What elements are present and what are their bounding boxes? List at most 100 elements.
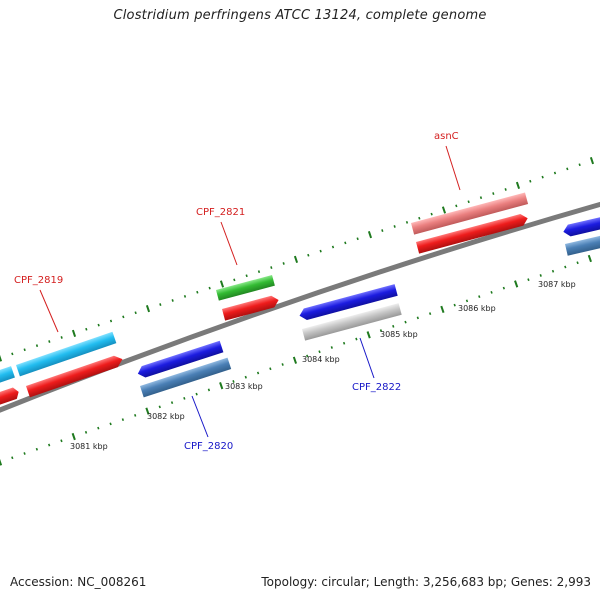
gene-red-forward-left[interactable] xyxy=(0,386,21,406)
upper-minor-tick xyxy=(405,220,409,224)
genome-summary-text: Topology: circular; Length: 3,256,683 bp… xyxy=(261,575,591,589)
lower-minor-tick xyxy=(97,426,100,430)
upper-major-tick xyxy=(441,206,447,214)
lower-minor-tick xyxy=(244,375,247,379)
upper-major-tick xyxy=(589,157,595,165)
lower-minor-tick xyxy=(392,324,395,328)
lower-major-tick xyxy=(514,280,519,288)
upper-minor-tick xyxy=(541,175,544,179)
callout-cpf2822 xyxy=(359,337,375,379)
gene-red-forward-1[interactable] xyxy=(26,353,124,398)
lower-minor-tick xyxy=(195,392,198,396)
scale-label-3084: 3084 kbp xyxy=(302,355,340,364)
upper-minor-tick xyxy=(553,171,557,175)
upper-minor-tick xyxy=(418,216,421,220)
lower-major-tick xyxy=(440,305,445,314)
callout-cpf2821 xyxy=(220,221,238,266)
label-cpf2821: CPF_2821 xyxy=(196,207,245,218)
upper-minor-tick xyxy=(11,352,14,356)
lower-minor-tick xyxy=(551,269,555,273)
upper-minor-tick xyxy=(23,348,26,352)
upper-minor-tick xyxy=(566,167,569,171)
upper-minor-tick xyxy=(529,179,532,183)
lower-minor-tick xyxy=(183,397,186,400)
lower-minor-tick xyxy=(330,346,333,349)
upper-minor-tick xyxy=(307,253,310,257)
upper-minor-tick xyxy=(578,163,581,167)
upper-major-tick xyxy=(145,305,151,313)
gene-asnc-forward[interactable] xyxy=(411,192,529,235)
lower-tick-row xyxy=(0,254,592,466)
scale-label-3086: 3086 kbp xyxy=(458,304,496,313)
gene-cpf2819-forward-left[interactable] xyxy=(0,366,15,384)
gene-red-forward-3[interactable] xyxy=(416,212,529,254)
scale-label-3081: 3081 kbp xyxy=(70,442,108,451)
callout-cpf2819 xyxy=(39,289,59,333)
upper-major-tick xyxy=(71,329,77,337)
gene-blue-reverse-1[interactable] xyxy=(136,340,224,380)
gene-blue-reverse-2[interactable] xyxy=(298,284,398,321)
scale-label-3083: 3083 kbp xyxy=(225,382,263,391)
upper-minor-tick xyxy=(381,229,384,232)
lower-minor-tick xyxy=(318,350,321,354)
upper-minor-tick xyxy=(319,249,322,253)
upper-minor-tick xyxy=(122,315,125,319)
upper-minor-tick xyxy=(48,340,51,343)
lower-minor-tick xyxy=(48,443,51,447)
lower-major-tick xyxy=(219,382,224,390)
lower-minor-tick xyxy=(404,320,407,324)
upper-minor-tick xyxy=(134,311,137,315)
upper-minor-tick xyxy=(183,294,187,298)
lower-minor-tick xyxy=(342,341,346,345)
gene-steel-reverse-3[interactable] xyxy=(565,230,600,256)
lower-minor-tick xyxy=(207,388,211,392)
lower-minor-tick xyxy=(134,413,137,417)
label-cpf2822: CPF_2822 xyxy=(352,382,401,393)
upper-minor-tick xyxy=(208,286,211,290)
upper-minor-tick xyxy=(356,237,359,241)
label-asnc: asnC xyxy=(434,131,459,142)
lower-major-tick xyxy=(71,432,76,441)
lower-minor-tick xyxy=(109,422,112,426)
upper-major-tick xyxy=(515,181,521,189)
lower-minor-tick xyxy=(306,354,309,358)
gene-cpf2819-forward[interactable] xyxy=(16,331,117,377)
lower-minor-tick xyxy=(121,418,125,421)
upper-minor-tick xyxy=(60,336,63,339)
upper-minor-tick xyxy=(492,192,495,195)
callout-cpf2820 xyxy=(191,395,209,438)
lower-minor-tick xyxy=(232,380,235,383)
upper-minor-tick xyxy=(97,323,100,327)
upper-minor-tick xyxy=(331,245,335,249)
lower-minor-tick xyxy=(564,265,567,269)
upper-minor-tick xyxy=(467,200,470,204)
lower-minor-tick xyxy=(428,312,432,315)
upper-minor-tick xyxy=(245,274,248,278)
gene-cpf2821-forward[interactable] xyxy=(216,274,275,301)
lower-minor-tick xyxy=(465,299,469,303)
lower-minor-tick xyxy=(527,278,530,282)
lower-minor-tick xyxy=(502,286,506,290)
lower-major-tick xyxy=(0,458,3,466)
lower-major-tick xyxy=(292,356,298,364)
label-cpf2820: CPF_2820 xyxy=(184,441,233,452)
upper-minor-tick xyxy=(171,299,174,302)
upper-minor-tick xyxy=(109,319,113,323)
lower-minor-tick xyxy=(490,291,493,294)
upper-minor-tick xyxy=(85,327,88,331)
upper-minor-tick xyxy=(196,290,199,294)
gene-red-forward-2[interactable] xyxy=(222,294,280,321)
upper-tick-row xyxy=(0,157,595,362)
gene-cpf2822-reverse[interactable] xyxy=(302,303,402,341)
upper-minor-tick xyxy=(455,204,458,208)
gene-cpf2820-reverse[interactable] xyxy=(140,357,232,398)
upper-minor-tick xyxy=(344,241,347,245)
lower-minor-tick xyxy=(256,371,260,375)
lower-minor-tick xyxy=(170,401,174,405)
lower-minor-tick xyxy=(379,329,383,332)
upper-major-tick xyxy=(0,354,3,362)
gene-blue-reverse-3[interactable] xyxy=(562,212,600,238)
upper-major-tick xyxy=(219,280,225,288)
